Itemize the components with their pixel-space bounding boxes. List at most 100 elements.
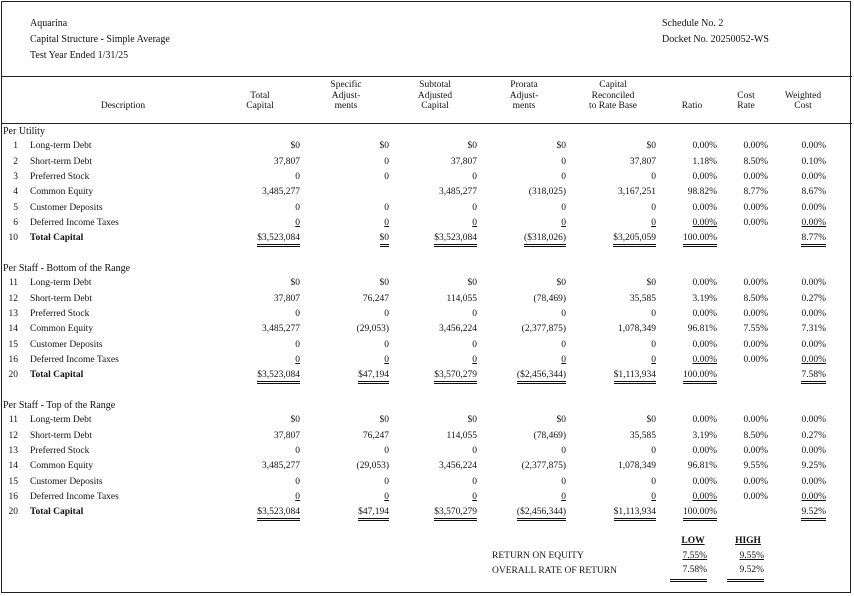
cell-value: $3,523,084 xyxy=(257,369,300,385)
cell-value: 0.00% xyxy=(743,308,768,319)
table-cell: 76,247 xyxy=(307,429,389,444)
cell-value: 0.00% xyxy=(692,491,717,502)
schedule-number: Schedule No. 2 xyxy=(662,18,724,29)
table-cell: 0.00% xyxy=(744,276,826,291)
line-description: Short-term Debt xyxy=(30,293,93,304)
cell-value: $0 xyxy=(556,141,567,152)
cell-value: 0.00% xyxy=(801,217,826,228)
table-cell: 0.00% xyxy=(744,216,826,231)
cell-value: 0 xyxy=(384,217,389,228)
line-description: Customer Deposits xyxy=(30,476,103,487)
total-capital-label: Total Capital xyxy=(30,370,84,381)
cell-value: ($318,026) xyxy=(524,232,566,248)
cell-value: 0 xyxy=(651,476,656,487)
table-cell: 0.00% xyxy=(635,490,717,505)
table-cell: 0.00% xyxy=(744,139,826,154)
cell-value: 3.19% xyxy=(692,430,717,441)
table-cell: 0.00% xyxy=(635,413,717,428)
roe-high: 9.55% xyxy=(739,551,764,561)
cell-value: 37,807 xyxy=(629,156,656,167)
cell-value: $0 xyxy=(467,278,478,289)
cell-value: 3,485,277 xyxy=(262,324,300,335)
line-description: Deferred Income Taxes xyxy=(30,354,119,365)
table-cell: 0 xyxy=(395,170,477,185)
column-header-line: Description xyxy=(100,101,146,111)
line-number: 16 xyxy=(8,354,19,365)
cell-value: 8.67% xyxy=(801,187,826,198)
table-cell: 96.81% xyxy=(635,459,717,474)
cell-value: $0 xyxy=(379,415,390,426)
table-cell: 0 xyxy=(307,444,389,459)
cell-value: $3,523,084 xyxy=(434,232,477,248)
cell-value: 0.00% xyxy=(692,339,717,350)
table-cell: (2,377,875) xyxy=(484,322,566,337)
table-cell: 0 xyxy=(574,201,656,216)
table-cell: 0 xyxy=(395,444,477,459)
cell-value: $0 xyxy=(646,278,657,289)
cell-value: $0 xyxy=(646,141,657,152)
table-cell: 0.00% xyxy=(744,353,826,368)
table-cell: $47,194 xyxy=(307,368,389,385)
table-cell: 0.00% xyxy=(686,307,768,322)
line-description: Long-term Debt xyxy=(30,141,92,152)
table-cell: 76,247 xyxy=(307,292,389,307)
line-number: 16 xyxy=(8,491,19,502)
line-description: Customer Deposits xyxy=(30,202,103,213)
line-description: Common Equity xyxy=(30,461,94,472)
cell-value: 0.00% xyxy=(743,476,768,487)
cell-value: 0 xyxy=(384,476,389,487)
cell-value: $47,194 xyxy=(358,369,389,385)
cell-value: $0 xyxy=(290,415,301,426)
table-cell: 0 xyxy=(395,216,477,231)
cell-value: 0 xyxy=(651,217,656,228)
table-cell: 0.10% xyxy=(744,155,826,170)
table-cell: 100.00% xyxy=(635,368,717,385)
line-number: 10 xyxy=(8,233,19,244)
cell-value: 114,055 xyxy=(446,430,477,441)
cell-value: 0 xyxy=(472,202,477,213)
table-cell: 0 xyxy=(307,201,389,216)
cell-value: 3,485,277 xyxy=(262,187,300,198)
table-cell: (318,025) xyxy=(484,185,566,200)
cell-value: 0 xyxy=(472,217,477,228)
table-cell: 0 xyxy=(218,338,300,353)
table-cell: $0 xyxy=(395,139,478,154)
table-cell: $0 xyxy=(218,413,301,428)
cell-value: (29,053) xyxy=(356,461,389,472)
table-cell: 0.00% xyxy=(686,201,768,216)
table-cell: 0 xyxy=(218,201,300,216)
column-header-line: ments xyxy=(512,101,536,111)
table-cell: $0 xyxy=(484,413,567,428)
table-cell: 100.00% xyxy=(635,505,717,522)
high-header: HIGH xyxy=(735,536,761,546)
column-header-line: Adjust- xyxy=(331,90,361,101)
table-cell: 0 xyxy=(307,155,389,170)
cell-value: 0.00% xyxy=(743,354,768,365)
cell-value: $0 xyxy=(379,232,389,248)
line-number: 11 xyxy=(8,415,18,426)
table-cell: 8.77% xyxy=(744,231,826,248)
cell-value: 0.00% xyxy=(692,217,717,228)
column-header-divider xyxy=(2,123,852,124)
line-description: Preferred Stock xyxy=(30,171,90,182)
table-cell: 0 xyxy=(218,216,300,231)
cell-value: 0 xyxy=(561,445,566,456)
cell-value: 0.00% xyxy=(801,476,826,487)
cell-value: 100.00% xyxy=(682,232,717,248)
cell-value: 0.00% xyxy=(692,308,717,319)
cell-value: 0 xyxy=(384,491,389,502)
cell-value: 0 xyxy=(651,445,656,456)
table-cell: 0.00% xyxy=(686,475,768,490)
section-title: Per Staff - Bottom of the Range xyxy=(3,263,131,274)
table-cell: 0 xyxy=(218,490,300,505)
cell-value: 35,585 xyxy=(629,293,656,304)
table-cell: 1,078,349 xyxy=(574,322,656,337)
column-header-line: Weighted xyxy=(784,90,822,101)
cell-value: 0 xyxy=(384,354,389,365)
table-cell: 0 xyxy=(307,216,389,231)
cell-value: $1,113,934 xyxy=(613,369,656,385)
table-cell: (29,053) xyxy=(307,459,389,474)
cell-value: 0.00% xyxy=(801,278,826,289)
cell-value: 0.00% xyxy=(692,415,717,426)
line-number: 6 xyxy=(13,217,18,228)
